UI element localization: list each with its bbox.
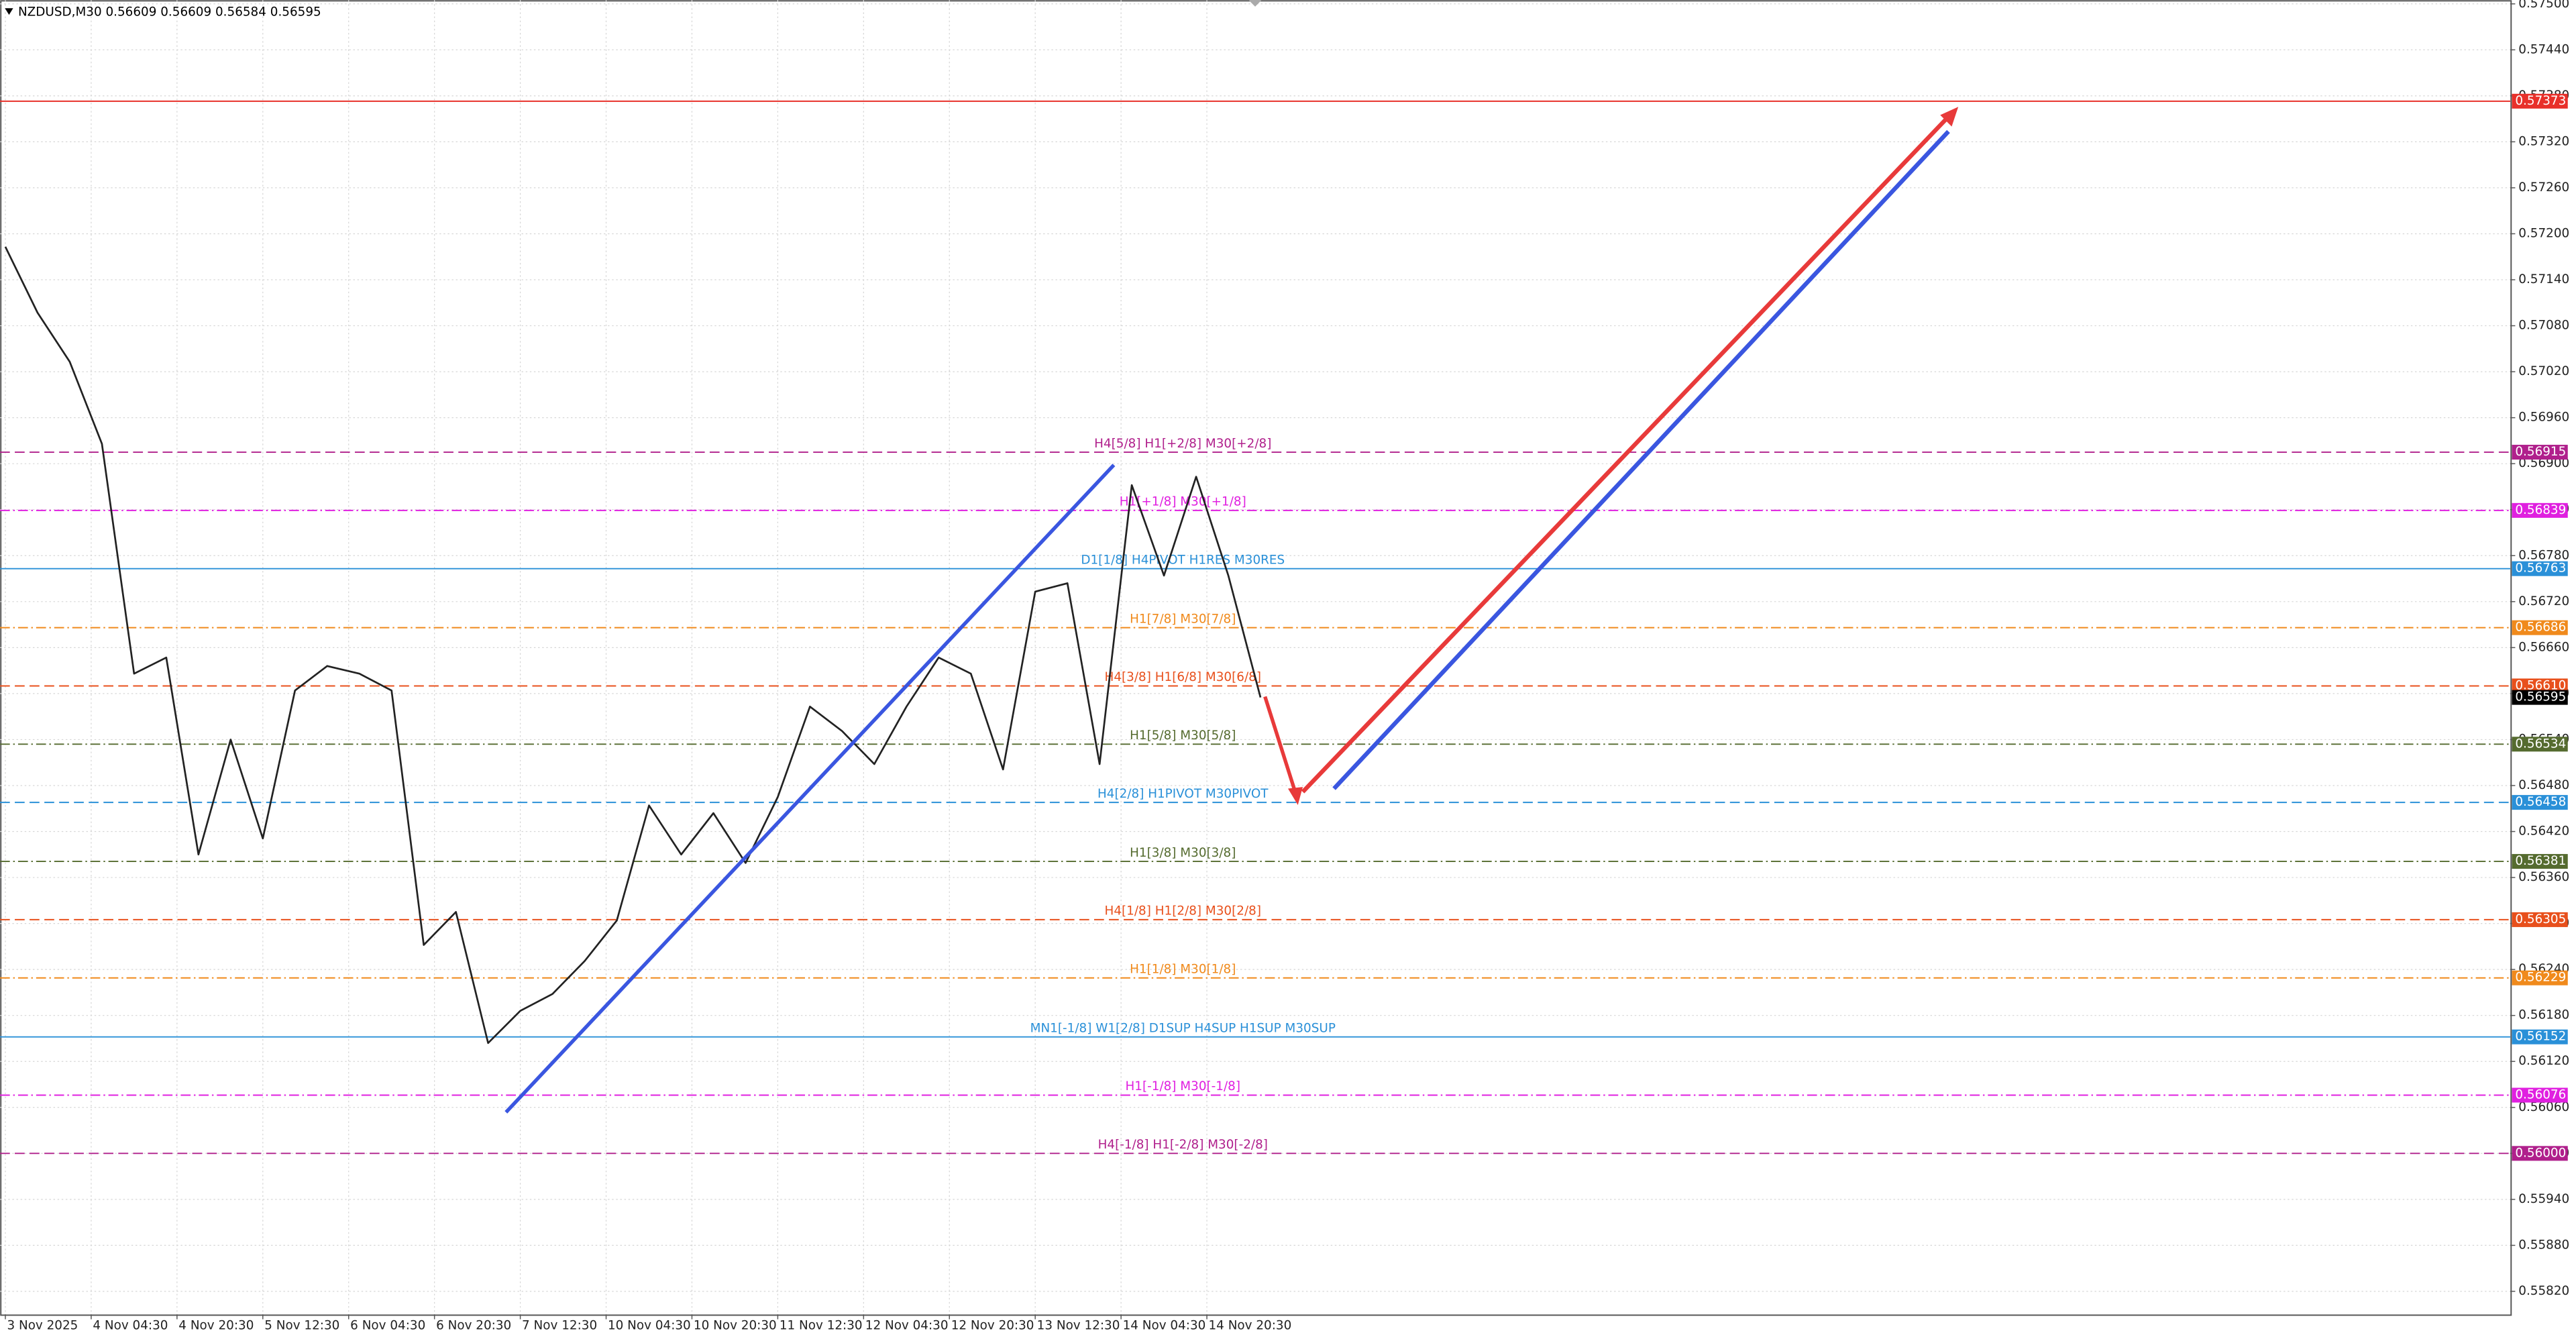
y-tick-label: 0.56060 bbox=[2518, 1100, 2569, 1114]
level-label: H1[1/8] M30[1/8] bbox=[1130, 962, 1236, 976]
price-tags: 0.57373 0.56915 0.56839 0.56763 0.56686 0.566… bbox=[2512, 93, 2568, 1161]
price-tag-label: 0.56534 bbox=[2515, 737, 2566, 751]
level-label: H1[-1/8] M30[-1/8] bbox=[1125, 1079, 1240, 1093]
x-tick-label: 10 Nov 20:30 bbox=[694, 1318, 777, 1332]
x-tick-label: 14 Nov 04:30 bbox=[1123, 1318, 1206, 1332]
levels: H4[5/8] H1[+2/8] M30[+2/8] H1[+1/8] M30[+… bbox=[0, 100, 2511, 1155]
x-tick-label: 6 Nov 20:30 bbox=[436, 1318, 511, 1332]
price-tag-label: 0.56458 bbox=[2515, 795, 2566, 809]
y-tick-label: 0.55940 bbox=[2518, 1192, 2569, 1206]
price-tag bbox=[2512, 912, 2568, 927]
y-tick-label: 0.56120 bbox=[2518, 1054, 2569, 1068]
price-tag-label: 0.56915 bbox=[2515, 445, 2566, 459]
price-tag bbox=[2512, 737, 2568, 752]
price-tag-label: 0.56839 bbox=[2515, 503, 2566, 517]
price bbox=[4, 246, 1262, 1045]
price-tag-label: 0.56763 bbox=[2515, 561, 2566, 576]
x-tick-label: 6 Nov 04:30 bbox=[350, 1318, 425, 1332]
level-label: H4[5/8] H1[+2/8] M30[+2/8] bbox=[1094, 437, 1271, 451]
price-tag bbox=[2512, 795, 2568, 810]
level-label: H1[3/8] M30[3/8] bbox=[1130, 846, 1236, 860]
x-tick-label: 5 Nov 12:30 bbox=[264, 1318, 339, 1332]
price-line bbox=[4, 246, 1262, 1045]
level-label: H1[7/8] M30[7/8] bbox=[1130, 612, 1236, 626]
price-tag-label: 0.57373 bbox=[2515, 94, 2566, 108]
x-tick-label: 4 Nov 04:30 bbox=[93, 1318, 168, 1332]
level-label: H1[+1/8] M30[+1/8] bbox=[1120, 495, 1246, 509]
price-tag bbox=[2512, 620, 2568, 635]
y-tick-label: 0.56660 bbox=[2518, 640, 2569, 654]
y-tick-label: 0.57260 bbox=[2518, 180, 2569, 195]
y-tick-label: 0.56420 bbox=[2518, 824, 2569, 839]
projection-line bbox=[1332, 129, 1950, 790]
price-tag-label: 0.56595 bbox=[2515, 690, 2566, 704]
y-tick-label: 0.56960 bbox=[2518, 411, 2569, 425]
y-tick-label: 0.57020 bbox=[2518, 364, 2569, 378]
price-tag bbox=[2512, 1146, 2568, 1161]
level-label: H4[2/8] H1PIVOT M30PIVOT bbox=[1097, 787, 1269, 801]
x-tick-label: 14 Nov 20:30 bbox=[1209, 1318, 1292, 1332]
x-tick-label: 4 Nov 20:30 bbox=[178, 1318, 254, 1332]
y-tick-label: 0.55880 bbox=[2518, 1238, 2569, 1252]
x-tick-label: 11 Nov 12:30 bbox=[780, 1318, 863, 1332]
level-label: H4[1/8] H1[2/8] M30[2/8] bbox=[1105, 904, 1261, 918]
level-label: H4[-1/8] H1[-2/8] M30[-2/8] bbox=[1098, 1138, 1268, 1152]
y-tick-label: 0.57320 bbox=[2518, 134, 2569, 148]
level-label: MN1[-1/8] W1[2/8] D1SUP H4SUP H1SUP M30S… bbox=[1030, 1021, 1336, 1035]
price-tag-label: 0.56610 bbox=[2515, 678, 2566, 692]
price-tag-label: 0.56381 bbox=[2515, 854, 2566, 868]
price-tag bbox=[2512, 690, 2568, 705]
arrow-head bbox=[1940, 107, 1959, 127]
y-tick-label: 0.57140 bbox=[2518, 272, 2569, 286]
y-tick-label: 0.55820 bbox=[2518, 1284, 2569, 1298]
y-tick-label: 0.56480 bbox=[2518, 778, 2569, 792]
drawings bbox=[504, 0, 1959, 1114]
y-tick-label: 0.57080 bbox=[2518, 319, 2569, 333]
price-tag bbox=[2512, 445, 2568, 460]
x-tick-label: 13 Nov 12:30 bbox=[1037, 1318, 1120, 1332]
price-tag-label: 0.56686 bbox=[2515, 621, 2566, 635]
chart-title: NZDUSD,M30 0.56609 0.56609 0.56584 0.565… bbox=[18, 5, 321, 19]
level-label: H1[5/8] M30[5/8] bbox=[1130, 729, 1236, 743]
price-tag bbox=[2512, 970, 2568, 985]
level-label: D1[1/8] H4PIVOT H1RES M30RES bbox=[1081, 553, 1285, 567]
price-tag bbox=[2512, 561, 2568, 576]
price-tag bbox=[2512, 502, 2568, 518]
price-tag bbox=[2512, 1087, 2568, 1103]
price-tag-label: 0.56152 bbox=[2515, 1030, 2566, 1044]
level-label: H4[3/8] H1[6/8] M30[6/8] bbox=[1105, 670, 1261, 684]
x-tick-label: 3 Nov 2025 bbox=[7, 1318, 78, 1332]
y-tick-label: 0.56180 bbox=[2518, 1008, 2569, 1022]
arrow-up bbox=[1301, 115, 1950, 794]
trend-line bbox=[504, 464, 1116, 1114]
arrow-head bbox=[1288, 787, 1303, 806]
x-tick-label: 10 Nov 04:30 bbox=[608, 1318, 691, 1332]
y-tick-label: 0.57500 bbox=[2518, 0, 2569, 11]
price-tag-label: 0.56305 bbox=[2515, 912, 2566, 926]
y-tick-label: 0.56360 bbox=[2518, 870, 2569, 884]
y-tick-label: 0.57200 bbox=[2518, 226, 2569, 240]
price-tag-label: 0.56000 bbox=[2515, 1146, 2566, 1160]
price-tag bbox=[2512, 678, 2568, 694]
y-tick-label: 0.56780 bbox=[2518, 548, 2569, 562]
scroll-marker bbox=[1248, 0, 1262, 7]
symbol-marker bbox=[5, 8, 13, 15]
price-tag bbox=[2512, 93, 2568, 109]
price-tag bbox=[2512, 854, 2568, 869]
y-tick-label: 0.56900 bbox=[2518, 456, 2569, 470]
price-tag-label: 0.56076 bbox=[2515, 1088, 2566, 1102]
y-tick-label: 0.57440 bbox=[2518, 42, 2569, 56]
x-tick-label: 12 Nov 04:30 bbox=[865, 1318, 949, 1332]
x-tick-label: 12 Nov 20:30 bbox=[951, 1318, 1034, 1332]
price-tag-label: 0.56229 bbox=[2515, 971, 2566, 985]
arrow-down bbox=[1263, 696, 1298, 796]
y-tick-label: 0.56720 bbox=[2518, 594, 2569, 608]
price-tag bbox=[2512, 1029, 2568, 1045]
x-tick-label: 7 Nov 12:30 bbox=[522, 1318, 597, 1332]
